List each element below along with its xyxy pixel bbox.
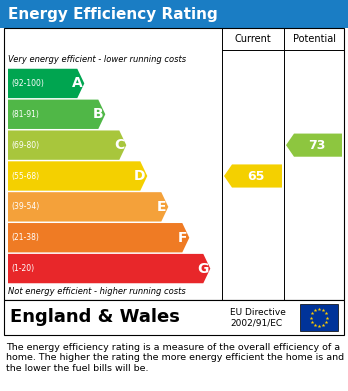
Bar xyxy=(0,0,348,28)
Polygon shape xyxy=(8,69,84,98)
Polygon shape xyxy=(286,134,342,157)
Text: (1-20): (1-20) xyxy=(11,264,34,273)
Text: (92-100): (92-100) xyxy=(11,79,44,88)
Text: E: E xyxy=(157,200,166,214)
Polygon shape xyxy=(8,161,147,191)
Text: C: C xyxy=(114,138,124,152)
Text: Potential: Potential xyxy=(293,34,335,44)
Text: England & Wales: England & Wales xyxy=(10,308,180,326)
Bar xyxy=(4,28,344,300)
Polygon shape xyxy=(224,165,282,188)
Text: (69-80): (69-80) xyxy=(11,141,39,150)
Text: D: D xyxy=(134,169,145,183)
Text: F: F xyxy=(178,231,187,245)
Polygon shape xyxy=(8,254,210,283)
Text: 73: 73 xyxy=(308,139,326,152)
Text: The energy efficiency rating is a measure of the overall efficiency of a home. T: The energy efficiency rating is a measur… xyxy=(6,343,344,373)
Text: (81-91): (81-91) xyxy=(11,110,39,119)
Text: Current: Current xyxy=(235,34,271,44)
Polygon shape xyxy=(8,100,105,129)
Text: G: G xyxy=(197,262,208,276)
Bar xyxy=(300,304,338,331)
Text: Energy Efficiency Rating: Energy Efficiency Rating xyxy=(8,7,218,22)
Text: (39-54): (39-54) xyxy=(11,203,39,212)
Text: Not energy efficient - higher running costs: Not energy efficient - higher running co… xyxy=(8,287,186,296)
Polygon shape xyxy=(8,223,189,253)
Polygon shape xyxy=(8,131,126,160)
Text: (21-38): (21-38) xyxy=(11,233,39,242)
Bar xyxy=(4,300,344,335)
Polygon shape xyxy=(8,192,168,222)
Text: 2002/91/EC: 2002/91/EC xyxy=(230,318,282,327)
Text: A: A xyxy=(72,76,82,90)
Text: B: B xyxy=(93,107,103,121)
Text: 65: 65 xyxy=(247,170,265,183)
Text: (55-68): (55-68) xyxy=(11,172,39,181)
Text: Very energy efficient - lower running costs: Very energy efficient - lower running co… xyxy=(8,56,186,65)
Text: EU Directive: EU Directive xyxy=(230,308,286,317)
